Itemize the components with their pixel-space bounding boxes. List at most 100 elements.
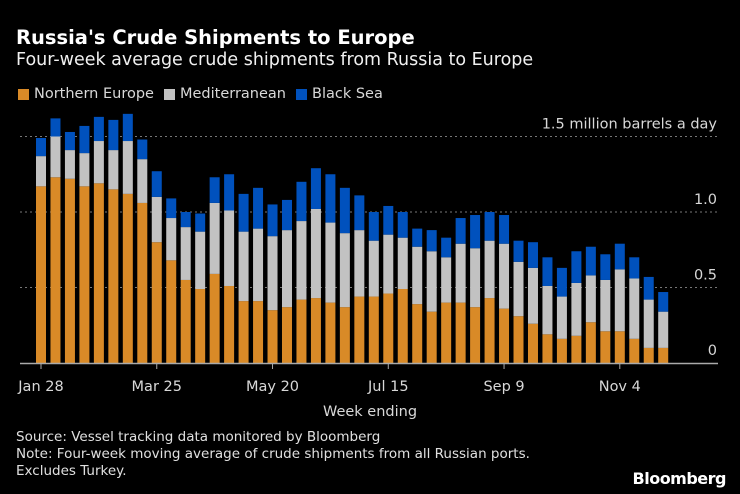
bar-black-sea [484,212,495,241]
bar-mediterranean [383,234,394,294]
bar-black-sea [585,246,596,276]
bar-black-sea [658,292,669,312]
bar-mediterranean [354,230,365,297]
source-note: Source: Vessel tracking data monitored b… [16,429,381,445]
bar-mediterranean [426,251,437,312]
bar-mediterranean [79,153,90,187]
x-tick-label: Mar 25 [132,379,182,395]
bar-northern-europe [224,285,235,363]
bar-black-sea [50,118,61,137]
bar-black-sea [253,187,264,229]
bar-northern-europe [426,311,437,363]
bar-black-sea [267,204,278,237]
bar-mediterranean [571,282,582,336]
bar-northern-europe [325,302,336,363]
bar-mediterranean [108,150,119,190]
bar-black-sea [281,199,292,231]
bar-mediterranean [441,257,452,303]
bar-mediterranean [224,210,235,286]
bar-mediterranean [470,248,481,308]
bar-northern-europe [108,189,119,363]
bar-mediterranean [513,261,524,317]
bar-northern-europe [267,310,278,363]
bar-black-sea [166,198,177,219]
bar-black-sea [64,131,75,151]
bar-northern-europe [629,338,640,363]
bar-black-sea [36,138,46,157]
bar-black-sea [643,276,654,300]
bar-black-sea [556,267,567,297]
bar-northern-europe [484,298,495,363]
bar-northern-europe [412,304,423,363]
bar-black-sea [195,213,206,232]
bar-black-sea [499,215,510,244]
bar-black-sea [108,119,119,151]
bar-northern-europe [614,331,625,363]
bar-mediterranean [658,311,669,348]
bar-black-sea [441,237,452,258]
legend-swatch [18,88,29,100]
bar-mediterranean [455,243,466,303]
bar-black-sea [629,257,640,279]
bar-mediterranean [281,230,292,308]
bar-mediterranean [166,218,177,261]
bar-black-sea [209,177,220,203]
bar-northern-europe [195,289,206,363]
bar-mediterranean [600,279,611,332]
legend-label: Black Sea [312,86,383,102]
bar-mediterranean [556,296,567,339]
bar-black-sea [571,251,582,283]
bar-northern-europe [209,273,220,363]
bar-mediterranean [368,240,379,297]
bar-northern-europe [339,307,350,363]
legend-label: Mediterranean [179,86,286,102]
bar-northern-europe [180,279,191,363]
bar-northern-europe [571,335,582,363]
bar-mediterranean [629,278,640,339]
bar-black-sea [151,171,162,197]
bar-northern-europe [122,193,133,363]
bar-northern-europe [137,202,148,363]
bar-northern-europe [166,260,177,363]
bar-northern-europe [383,293,394,363]
bar-black-sea [224,174,235,211]
bar-mediterranean [542,285,553,335]
bar-northern-europe [556,338,567,363]
bar-mediterranean [267,236,278,311]
bar-mediterranean [209,202,220,274]
bar-black-sea [93,116,104,142]
x-tick-label: Nov 4 [599,379,641,395]
bar-black-sea [339,187,350,234]
bar-northern-europe [50,177,61,363]
bar-black-sea [122,113,133,142]
bar-northern-europe [238,301,249,363]
y-tick-label: 0.5 [694,268,717,284]
bar-mediterranean [412,246,423,305]
bar-mediterranean [339,233,350,308]
legend-swatch [296,88,307,100]
footnote: Note: Four-week moving average of crude … [16,446,530,462]
bloomberg-logo: Bloomberg [632,469,727,488]
bar-northern-europe [455,302,466,363]
bar-mediterranean [64,150,75,179]
y-tick-label: 1.5 million barrels a day [542,117,718,133]
legend-item-black-sea: Black Sea [296,86,383,102]
bar-mediterranean [195,231,206,290]
legend: Northern Europe Mediterranean Black Sea [18,86,383,102]
bar-northern-europe [585,322,596,363]
bar-northern-europe [441,302,452,363]
bar-northern-europe [600,331,611,363]
chart-title: Russia's Crude Shipments to Europe [16,26,415,49]
bar-mediterranean [499,243,510,309]
bar-northern-europe [368,296,379,363]
bar-northern-europe [36,186,46,363]
bar-northern-europe [93,183,104,363]
bar-northern-europe [542,334,553,363]
bar-black-sea [238,193,249,232]
bar-black-sea [412,228,423,247]
legend-item-northern-europe: Northern Europe [18,86,154,102]
legend-label: Northern Europe [34,86,154,102]
bar-black-sea [325,174,336,223]
bar-mediterranean [93,141,104,184]
bar-northern-europe [296,299,307,363]
